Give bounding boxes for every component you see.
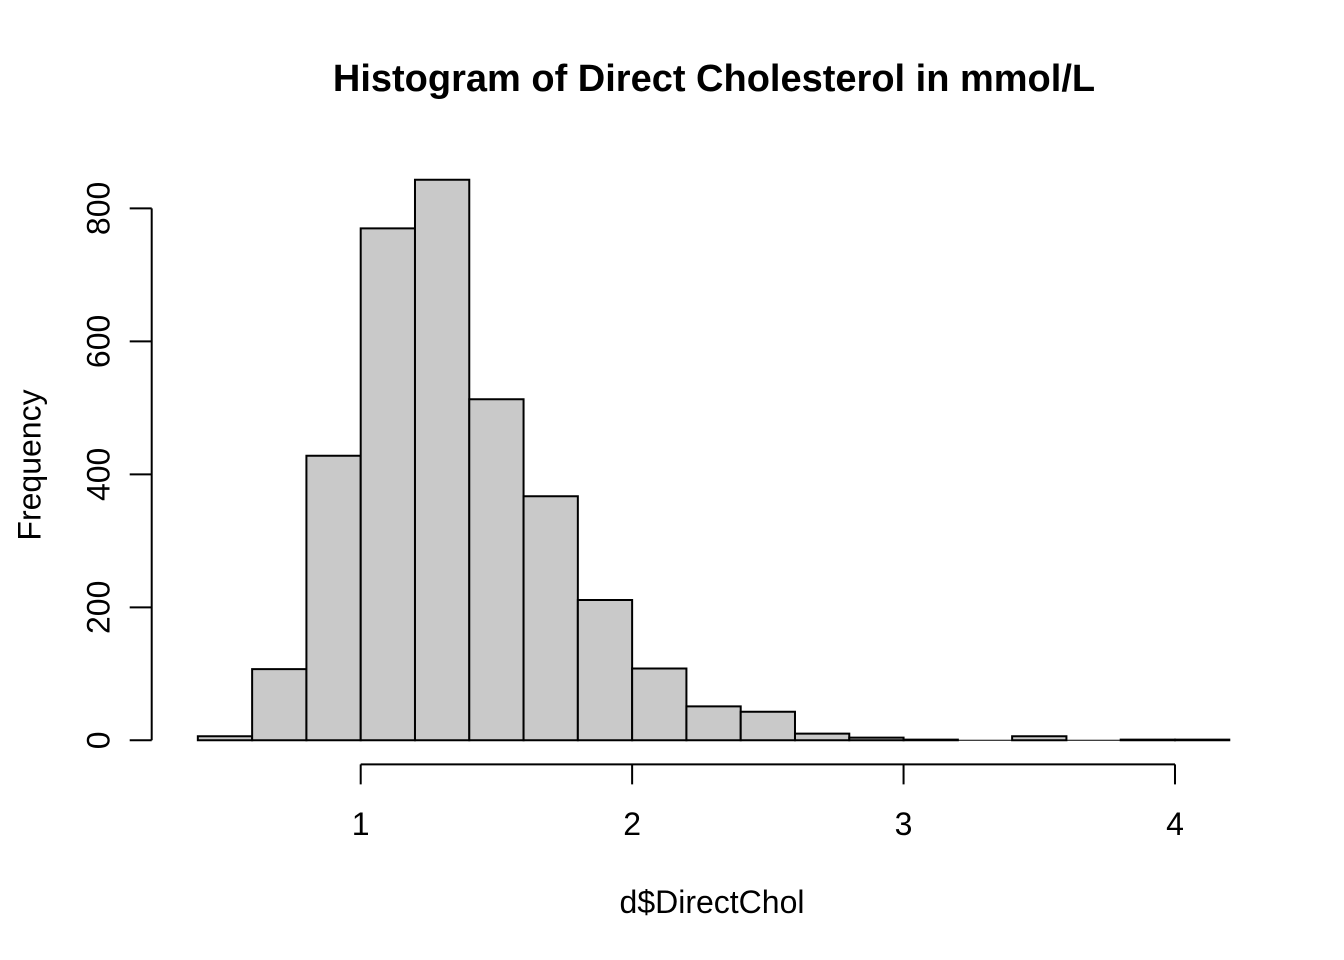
histogram-bar bbox=[685, 705, 742, 742]
histogram-bar bbox=[359, 227, 416, 742]
x-axis-label: d$DirectChol bbox=[619, 884, 805, 920]
histogram-bar bbox=[793, 732, 851, 742]
histogram-bar bbox=[1119, 738, 1176, 742]
x-tick-label: 3 bbox=[895, 806, 913, 842]
histogram-bar bbox=[251, 668, 308, 742]
histogram-bar bbox=[902, 738, 959, 742]
y-tick-label: 200 bbox=[81, 581, 117, 634]
chart-title: Histogram of Direct Cholesterol in mmol/… bbox=[332, 58, 1096, 100]
y-tick-label: 400 bbox=[81, 448, 117, 501]
histogram-bar bbox=[1173, 738, 1231, 742]
axes-group: 0 200 400 600 800 1 2 3 4 bbox=[81, 182, 1184, 842]
x-tick-label: 4 bbox=[1166, 806, 1184, 842]
x-axis bbox=[359, 763, 1176, 785]
x-tick-label: 2 bbox=[623, 806, 641, 842]
histogram-bar bbox=[413, 178, 471, 742]
y-tick-label: 0 bbox=[81, 731, 117, 749]
histogram-bar bbox=[848, 736, 905, 742]
x-tick-label: 1 bbox=[352, 806, 370, 842]
y-tick-label: 600 bbox=[81, 315, 117, 368]
bars-group bbox=[196, 178, 1231, 742]
histogram-bar bbox=[576, 599, 634, 742]
histogram-bar bbox=[739, 710, 796, 742]
histogram-bar bbox=[522, 495, 579, 742]
histogram-bar bbox=[305, 454, 362, 742]
histogram-bar bbox=[196, 735, 254, 742]
histogram-bar bbox=[468, 398, 525, 742]
histogram-bar bbox=[1011, 735, 1068, 742]
histogram-bar bbox=[631, 667, 688, 742]
y-axis bbox=[129, 207, 153, 742]
y-tick-label: 800 bbox=[81, 182, 117, 235]
